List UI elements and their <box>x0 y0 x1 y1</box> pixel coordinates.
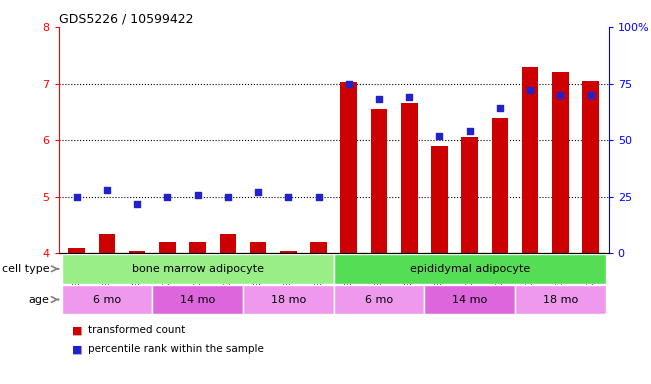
Bar <box>243 285 333 314</box>
Bar <box>189 242 206 253</box>
Bar <box>522 66 538 253</box>
Bar <box>424 285 515 314</box>
Point <box>283 194 294 200</box>
Bar <box>462 137 478 253</box>
Bar <box>152 285 243 314</box>
Text: percentile rank within the sample: percentile rank within the sample <box>88 344 264 354</box>
Point <box>525 87 535 93</box>
Bar <box>340 83 357 253</box>
Bar <box>582 81 599 253</box>
Point <box>434 132 445 139</box>
Text: ■: ■ <box>72 325 82 335</box>
Text: GDS5226 / 10599422: GDS5226 / 10599422 <box>59 13 193 26</box>
Text: bone marrow adipocyte: bone marrow adipocyte <box>132 264 264 274</box>
Point <box>132 200 143 207</box>
Bar <box>129 251 145 253</box>
Point <box>374 96 384 103</box>
Bar <box>68 248 85 253</box>
Point <box>464 128 475 134</box>
Text: ■: ■ <box>72 344 82 354</box>
Bar <box>492 118 508 253</box>
Bar <box>250 242 266 253</box>
Bar <box>333 285 424 314</box>
Bar <box>311 242 327 253</box>
Bar <box>219 233 236 253</box>
Text: age: age <box>29 295 49 305</box>
Point <box>253 189 263 195</box>
Bar <box>431 146 448 253</box>
Text: 18 mo: 18 mo <box>543 295 578 305</box>
Bar <box>552 72 568 253</box>
Bar <box>99 233 115 253</box>
Text: epididymal adipocyte: epididymal adipocyte <box>409 264 530 274</box>
Bar <box>333 254 605 283</box>
Bar <box>280 251 297 253</box>
Point <box>193 192 203 198</box>
Text: 6 mo: 6 mo <box>93 295 121 305</box>
Point <box>404 94 415 100</box>
Point <box>162 194 173 200</box>
Bar <box>370 109 387 253</box>
Bar <box>62 285 152 314</box>
Point <box>223 194 233 200</box>
Bar <box>159 242 176 253</box>
Text: 14 mo: 14 mo <box>180 295 215 305</box>
Bar <box>515 285 605 314</box>
Point <box>495 105 505 111</box>
Point <box>313 194 324 200</box>
Bar <box>401 103 417 253</box>
Point <box>344 81 354 87</box>
Point <box>555 92 566 98</box>
Point <box>72 194 82 200</box>
Text: 18 mo: 18 mo <box>271 295 306 305</box>
Point <box>585 92 596 98</box>
Text: transformed count: transformed count <box>88 325 185 335</box>
Point <box>102 187 112 193</box>
Bar <box>62 254 333 283</box>
Text: cell type: cell type <box>2 264 49 274</box>
Text: 6 mo: 6 mo <box>365 295 393 305</box>
Text: 14 mo: 14 mo <box>452 295 488 305</box>
